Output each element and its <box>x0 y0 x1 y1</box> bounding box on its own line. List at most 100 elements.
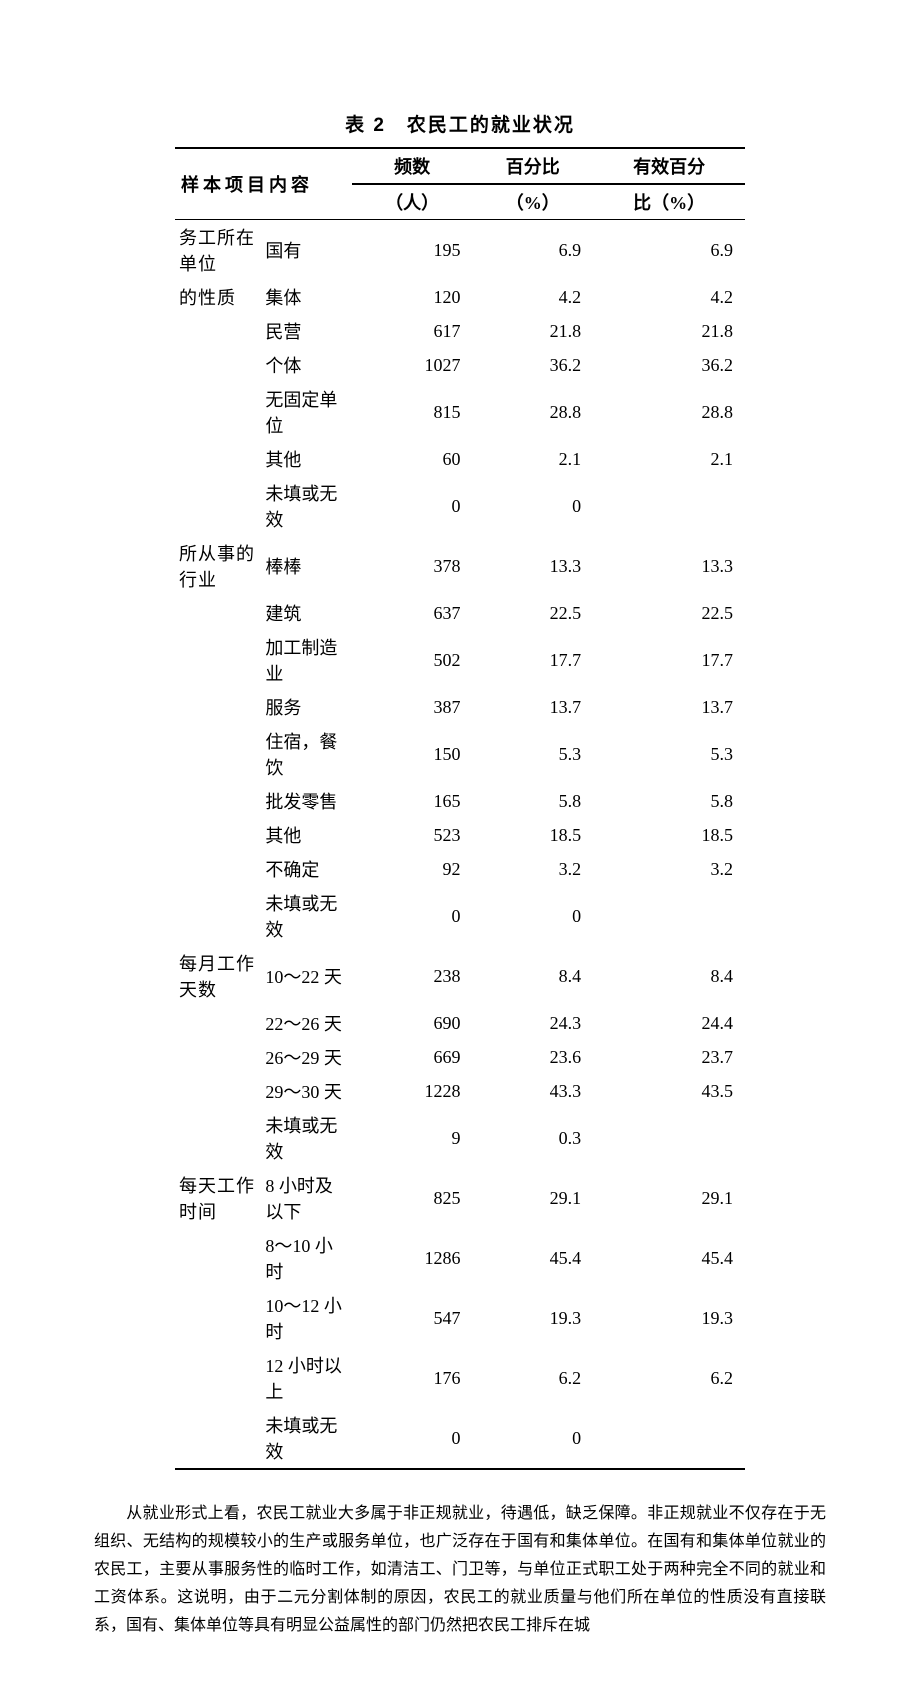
item-cell: 国有 <box>263 220 351 281</box>
table-row: 26～29 天66923.623.7 <box>175 1040 745 1074</box>
pct-cell: 22.5 <box>472 596 593 630</box>
category-cell <box>175 1108 263 1168</box>
pct-cell: 0 <box>472 886 593 946</box>
table-row: 的性质集体1204.24.2 <box>175 280 745 314</box>
freq-cell: 815 <box>352 382 473 442</box>
pct-cell: 24.3 <box>472 1006 593 1040</box>
header-valid-1: 有效百分 <box>593 148 745 184</box>
freq-cell: 547 <box>352 1288 473 1348</box>
table-row: 加工制造业50217.717.7 <box>175 630 745 690</box>
category-cell <box>175 1040 263 1074</box>
valid-cell: 19.3 <box>593 1288 745 1348</box>
freq-cell: 195 <box>352 220 473 281</box>
category-cell: 务工所在单位 <box>175 220 263 281</box>
valid-cell: 43.5 <box>593 1074 745 1108</box>
pct-cell: 0 <box>472 476 593 536</box>
item-cell: 26～29 天 <box>263 1040 351 1074</box>
freq-cell: 0 <box>352 1408 473 1469</box>
pct-cell: 5.8 <box>472 784 593 818</box>
pct-cell: 4.2 <box>472 280 593 314</box>
table-row: 个体102736.236.2 <box>175 348 745 382</box>
pct-cell: 45.4 <box>472 1228 593 1288</box>
valid-cell: 6.2 <box>593 1348 745 1408</box>
valid-cell: 28.8 <box>593 382 745 442</box>
header-pct-1: 百分比 <box>472 148 593 184</box>
category-cell: 的性质 <box>175 280 263 314</box>
table-row: 所从事的行业棒棒37813.313.3 <box>175 536 745 596</box>
valid-cell: 17.7 <box>593 630 745 690</box>
item-cell: 8～10 小时 <box>263 1228 351 1288</box>
category-cell <box>175 1348 263 1408</box>
category-cell <box>175 852 263 886</box>
valid-cell: 2.1 <box>593 442 745 476</box>
item-cell: 29～30 天 <box>263 1074 351 1108</box>
item-cell: 服务 <box>263 690 351 724</box>
category-cell <box>175 314 263 348</box>
item-cell: 未填或无效 <box>263 1108 351 1168</box>
valid-cell: 21.8 <box>593 314 745 348</box>
table-row: 服务38713.713.7 <box>175 690 745 724</box>
valid-cell: 45.4 <box>593 1228 745 1288</box>
table-row: 民营61721.821.8 <box>175 314 745 348</box>
category-cell <box>175 1074 263 1108</box>
table-row: 无固定单位81528.828.8 <box>175 382 745 442</box>
pct-cell: 21.8 <box>472 314 593 348</box>
pct-cell: 6.9 <box>472 220 593 281</box>
category-cell <box>175 348 263 382</box>
item-cell: 其他 <box>263 818 351 852</box>
item-cell: 民营 <box>263 314 351 348</box>
category-cell <box>175 818 263 852</box>
valid-cell: 6.9 <box>593 220 745 281</box>
item-cell: 12 小时以上 <box>263 1348 351 1408</box>
table-row: 未填或无效00 <box>175 1408 745 1469</box>
category-cell <box>175 382 263 442</box>
body-paragraph: 从就业形式上看，农民工就业大多属于非正规就业，待遇低，缺乏保障。非正规就业不仅存… <box>90 1500 830 1640</box>
item-cell: 未填或无效 <box>263 476 351 536</box>
pct-cell: 23.6 <box>472 1040 593 1074</box>
freq-cell: 690 <box>352 1006 473 1040</box>
freq-cell: 60 <box>352 442 473 476</box>
valid-cell: 18.5 <box>593 818 745 852</box>
table-title: 表 2 农民工的就业状况 <box>90 110 830 137</box>
valid-cell: 8.4 <box>593 946 745 1006</box>
pct-cell: 13.7 <box>472 690 593 724</box>
valid-cell: 24.4 <box>593 1006 745 1040</box>
category-cell <box>175 630 263 690</box>
table-row: 建筑63722.522.5 <box>175 596 745 630</box>
category-cell: 所从事的行业 <box>175 536 263 596</box>
category-cell <box>175 690 263 724</box>
category-cell: 每天工作时间 <box>175 1168 263 1228</box>
item-cell: 棒棒 <box>263 536 351 596</box>
category-cell <box>175 784 263 818</box>
pct-cell: 28.8 <box>472 382 593 442</box>
item-cell: 个体 <box>263 348 351 382</box>
employment-table: 样本项目内容 频数 百分比 有效百分 （人） （%） 比（%） 务工所在单位国有… <box>175 147 745 1470</box>
table-row: 不确定923.23.2 <box>175 852 745 886</box>
category-cell <box>175 886 263 946</box>
category-cell <box>175 724 263 784</box>
item-cell: 集体 <box>263 280 351 314</box>
valid-cell <box>593 1408 745 1469</box>
item-cell: 无固定单位 <box>263 382 351 442</box>
category-cell <box>175 1006 263 1040</box>
freq-cell: 165 <box>352 784 473 818</box>
item-cell: 未填或无效 <box>263 886 351 946</box>
pct-cell: 43.3 <box>472 1074 593 1108</box>
freq-cell: 387 <box>352 690 473 724</box>
freq-cell: 617 <box>352 314 473 348</box>
paragraph-text: 从就业形式上看，农民工就业大多属于非正规就业，待遇低，缺乏保障。非正规就业不仅存… <box>94 1505 826 1634</box>
table-row: 22～26 天69024.324.4 <box>175 1006 745 1040</box>
item-cell: 不确定 <box>263 852 351 886</box>
header-freq-1: 频数 <box>352 148 473 184</box>
pct-cell: 29.1 <box>472 1168 593 1228</box>
item-cell: 其他 <box>263 442 351 476</box>
valid-cell <box>593 1108 745 1168</box>
valid-cell <box>593 886 745 946</box>
item-cell: 10～12 小时 <box>263 1288 351 1348</box>
valid-cell: 36.2 <box>593 348 745 382</box>
table-row: 其他52318.518.5 <box>175 818 745 852</box>
freq-cell: 0 <box>352 886 473 946</box>
category-cell <box>175 596 263 630</box>
category-cell <box>175 1408 263 1469</box>
table-row: 10～12 小时54719.319.3 <box>175 1288 745 1348</box>
